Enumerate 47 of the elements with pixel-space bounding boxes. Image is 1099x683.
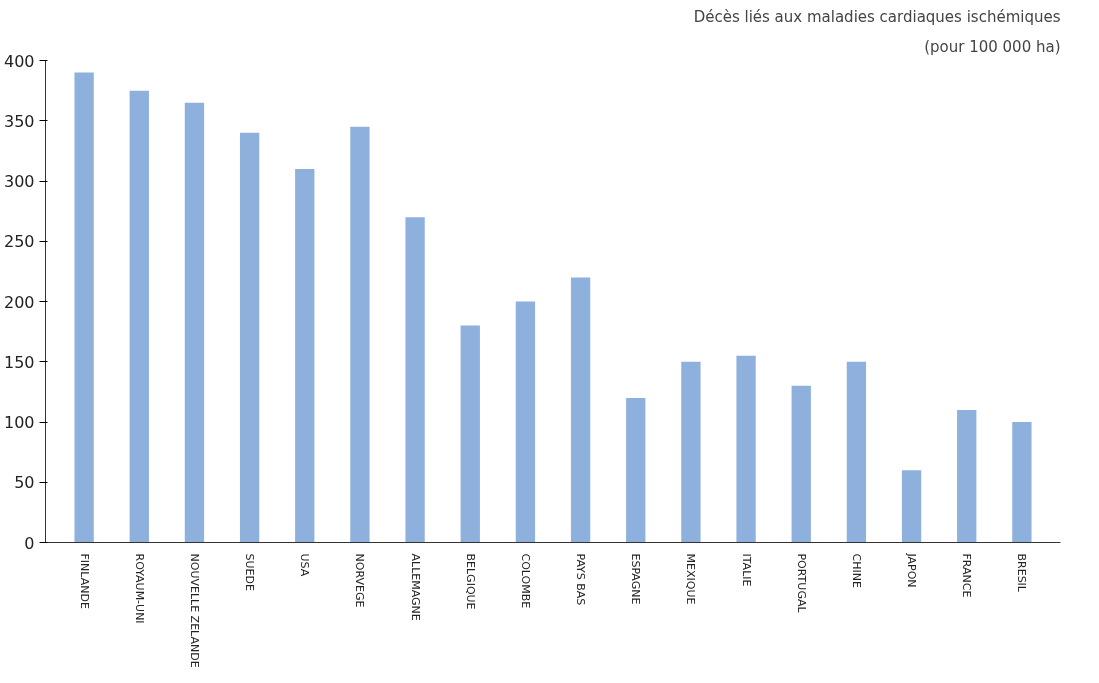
x-tick-label: BRESIL	[1015, 553, 1029, 593]
bar	[295, 168, 315, 543]
y-tick-label: 400	[3, 51, 35, 71]
bar	[626, 397, 646, 543]
x-tick-label: MEXIQUE	[684, 553, 698, 605]
bar	[350, 126, 370, 543]
x-tick-label: BELGIQUE	[463, 553, 477, 610]
y-tick-label: 300	[3, 172, 35, 191]
bar	[129, 90, 149, 543]
x-tick-label: SUEDE	[243, 553, 257, 591]
bar	[74, 72, 94, 543]
y-tick-label: 250	[3, 232, 35, 252]
y-tick-label: 50	[14, 473, 35, 493]
x-tick-label: COLOMBE	[518, 553, 532, 609]
x-tick-label: CHINE	[849, 553, 863, 588]
x-tick-label: ROYAUM-UNI	[132, 553, 146, 624]
bar	[681, 361, 701, 543]
y-tick-label: 100	[3, 413, 35, 432]
y-tick-label: 0	[24, 533, 35, 553]
chart-subtitle: (pour 100 000 ha)	[924, 37, 1061, 56]
x-tick-label: PORTUGAL	[794, 553, 808, 614]
bar	[570, 277, 591, 543]
x-tick-label: JAPON	[905, 552, 919, 588]
bar	[791, 385, 811, 543]
bar	[515, 301, 536, 543]
bar	[460, 325, 480, 543]
x-tick-label: ESPAGNE	[629, 553, 643, 605]
y-tick-label: 150	[3, 352, 35, 372]
chart-title: Décès liés aux maladies cardiaques ischémiques	[693, 7, 1061, 26]
x-tick-label: ITALIE	[739, 553, 753, 587]
y-tick-label: 350	[3, 111, 35, 131]
x-tick-label: FINLANDE	[77, 553, 91, 609]
x-tick-label: PAYS BAS	[574, 553, 588, 606]
bar	[1012, 422, 1032, 543]
x-tick-label: NOUVELLE ZELANDE	[187, 553, 201, 668]
x-tick-label: ALLEMAGNE	[408, 553, 422, 621]
x-tick-label: NORVEGE	[353, 553, 367, 608]
x-tick-label: FRANCE	[960, 553, 974, 598]
bar	[736, 355, 756, 543]
bar	[901, 470, 922, 543]
y-tick-label: 200	[3, 292, 35, 312]
x-tick-label: USA	[298, 553, 312, 577]
bar	[184, 102, 205, 543]
bar	[957, 409, 977, 543]
bar	[846, 361, 867, 543]
bar	[405, 217, 425, 543]
bar	[239, 132, 260, 543]
